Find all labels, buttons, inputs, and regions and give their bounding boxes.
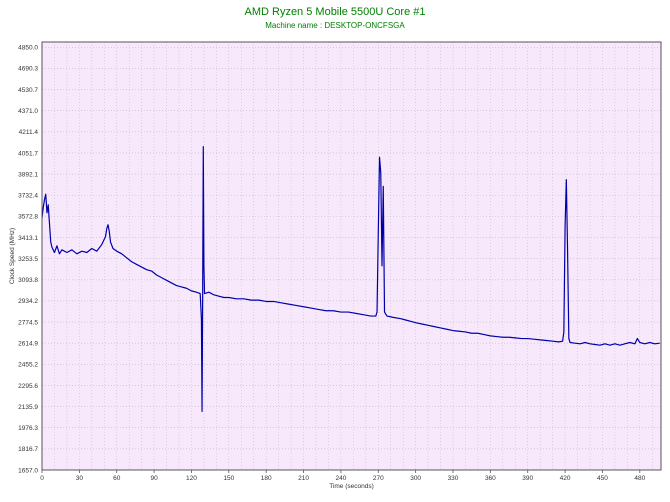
x-tick-label: 90 xyxy=(150,475,158,482)
x-tick-label: 450 xyxy=(597,475,608,482)
y-tick-label: 4530.7 xyxy=(18,87,38,94)
y-tick-label: 1816.7 xyxy=(18,446,38,453)
y-tick-label: 1976.3 xyxy=(18,425,38,432)
y-tick-label: 3413.1 xyxy=(18,235,38,242)
y-tick-label: 4371.0 xyxy=(18,108,38,115)
plot-area xyxy=(42,42,661,470)
y-tick-label: 4211.4 xyxy=(19,129,39,136)
y-tick-label: 3093.8 xyxy=(18,277,38,284)
y-tick-label: 3572.8 xyxy=(18,214,38,221)
y-tick-label: 2455.2 xyxy=(18,362,38,369)
chart-title: AMD Ryzen 5 Mobile 5500U Core #1 xyxy=(244,6,426,18)
x-tick-label: 270 xyxy=(373,475,384,482)
y-tick-label: 2614.9 xyxy=(18,340,38,347)
y-tick-label: 4051.7 xyxy=(18,150,38,157)
x-tick-label: 0 xyxy=(40,475,44,482)
x-tick-label: 420 xyxy=(560,475,571,482)
x-tick-label: 30 xyxy=(76,475,84,482)
x-axis-ticks: 0 30 60 90 120 150 180 210 240 270 300 330 360 390 420… xyxy=(40,470,646,482)
chart-subtitle: Machine name : DESKTOP-ONCFSGA xyxy=(265,21,405,30)
x-axis-label: Time (seconds) xyxy=(329,483,374,490)
x-tick-label: 480 xyxy=(634,475,645,482)
y-axis-ticks: 1657.0 1816.7 1976.3 2135.9 2295.6 2455.2 2614… xyxy=(18,45,38,475)
y-tick-label: 3732.4 xyxy=(18,193,38,200)
x-tick-label: 390 xyxy=(522,475,533,482)
y-tick-label: 3892.1 xyxy=(18,171,38,178)
plot-border xyxy=(41,41,662,471)
x-tick-label: 120 xyxy=(186,475,197,482)
x-tick-label: 180 xyxy=(261,475,272,482)
y-tick-label: 2934.2 xyxy=(18,298,38,305)
y-tick-label: 4690.3 xyxy=(18,66,38,73)
y-tick-label: 2774.5 xyxy=(18,319,38,326)
y-tick-label: 3253.5 xyxy=(18,256,38,263)
y-tick-label: 1657.0 xyxy=(18,467,38,474)
x-tick-label: 300 xyxy=(410,475,421,482)
clock-speed-line xyxy=(41,145,660,412)
x-tick-label: 60 xyxy=(113,475,121,482)
y-tick-label: 2295.6 xyxy=(18,383,38,390)
x-tick-label: 240 xyxy=(335,475,346,482)
y-tick-label: 4850.0 xyxy=(18,45,38,52)
y-axis-label: Clock Speed (MHz) xyxy=(9,228,16,284)
x-tick-label: 210 xyxy=(298,475,309,482)
y-tick-label: 2135.9 xyxy=(18,404,38,411)
x-tick-label: 360 xyxy=(485,475,496,482)
x-tick-label: 330 xyxy=(448,475,459,482)
x-tick-label: 150 xyxy=(223,475,234,482)
